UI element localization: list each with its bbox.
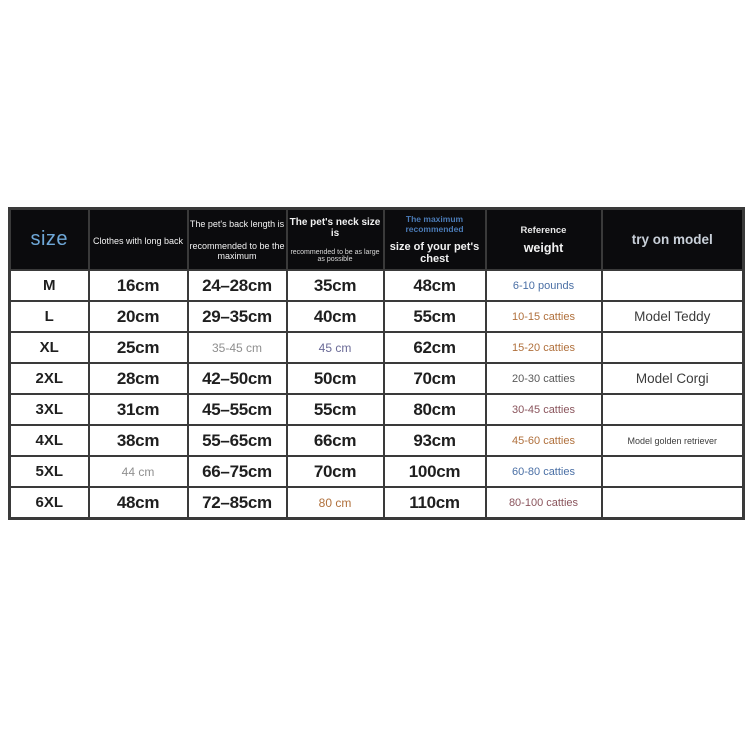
table-row: 6XL 48cm 72–85cm 80 cm 110cm 80-100 catt… xyxy=(8,486,745,520)
weight-cell: 80-100 catties xyxy=(484,486,603,520)
size-cell: 3XL xyxy=(8,393,90,426)
size-cell: M xyxy=(8,269,90,302)
header-neck: The pet's neck size is recommended to be… xyxy=(285,207,385,271)
neck-cell: 70cm xyxy=(285,455,385,488)
table-row: M 16cm 24–28cm 35cm 48cm 6-10 pounds xyxy=(8,269,745,302)
chest-cell: 80cm xyxy=(382,393,487,426)
size-cell: 4XL xyxy=(8,424,90,457)
header-size: size xyxy=(8,207,90,271)
long-back-cell: 16cm xyxy=(87,269,189,302)
weight-cell: 20-30 catties xyxy=(484,362,603,395)
model-cell xyxy=(600,393,745,426)
model-cell: Model Teddy xyxy=(600,300,745,333)
weight-cell: 6-10 pounds xyxy=(484,269,603,302)
model-cell xyxy=(600,269,745,302)
weight-cell: 10-15 catties xyxy=(484,300,603,333)
header-neck-line1: The pet's neck size is xyxy=(289,216,381,239)
chest-cell: 70cm xyxy=(382,362,487,395)
neck-cell: 66cm xyxy=(285,424,385,457)
chest-cell: 110cm xyxy=(382,486,487,520)
header-try-on-model: try on model xyxy=(600,207,745,271)
header-size-label: size xyxy=(30,228,69,250)
chest-cell: 48cm xyxy=(382,269,487,302)
weight-cell: 30-45 catties xyxy=(484,393,603,426)
model-cell xyxy=(600,486,745,520)
model-cell xyxy=(600,455,745,488)
header-back-length: The pet's back length is recommended to … xyxy=(186,207,288,271)
back-length-cell: 72–85cm xyxy=(186,486,288,520)
table-row: L 20cm 29–35cm 40cm 55cm 10-15 catties M… xyxy=(8,300,745,333)
back-length-cell: 66–75cm xyxy=(186,455,288,488)
header-weight: Reference weight xyxy=(484,207,603,271)
chest-cell: 100cm xyxy=(382,455,487,488)
table-row: XL 25cm 35-45 cm 45 cm 62cm 15-20 cattie… xyxy=(8,331,745,364)
size-cell: 2XL xyxy=(8,362,90,395)
header-back-length-line2: recommended to be the maximum xyxy=(189,240,285,261)
model-cell: Model Corgi xyxy=(600,362,745,395)
header-weight-line1: Reference xyxy=(520,224,567,236)
size-cell: 6XL xyxy=(8,486,90,520)
header-chest-line1: The maximum recommended xyxy=(405,214,464,234)
table-row: 3XL 31cm 45–55cm 55cm 80cm 30-45 catties xyxy=(8,393,745,426)
weight-cell: 15-20 catties xyxy=(484,331,603,364)
header-back-length-line1: The pet's back length is xyxy=(189,218,285,229)
weight-cell: 60-80 catties xyxy=(484,455,603,488)
header-long-back-label: Clothes with long back xyxy=(92,235,184,246)
long-back-cell: 48cm xyxy=(87,486,189,520)
chest-cell: 93cm xyxy=(382,424,487,457)
size-cell: L xyxy=(8,300,90,333)
long-back-cell: 25cm xyxy=(87,331,189,364)
long-back-cell: 20cm xyxy=(87,300,189,333)
neck-cell: 35cm xyxy=(285,269,385,302)
header-chest-line2: size of your pet's chest xyxy=(389,241,480,265)
back-length-cell: 42–50cm xyxy=(186,362,288,395)
header-chest: The maximum recommended size of your pet… xyxy=(382,207,487,271)
size-cell: XL xyxy=(8,331,90,364)
chest-cell: 55cm xyxy=(382,300,487,333)
model-cell xyxy=(600,331,745,364)
chest-cell: 62cm xyxy=(382,331,487,364)
neck-cell: 80 cm xyxy=(285,486,385,520)
neck-cell: 40cm xyxy=(285,300,385,333)
back-length-cell: 45–55cm xyxy=(186,393,288,426)
long-back-cell: 31cm xyxy=(87,393,189,426)
size-cell: 5XL xyxy=(8,455,90,488)
long-back-cell: 44 cm xyxy=(87,455,189,488)
back-length-cell: 35-45 cm xyxy=(186,331,288,364)
table-row: 2XL 28cm 42–50cm 50cm 70cm 20-30 catties… xyxy=(8,362,745,395)
table-row: 4XL 38cm 55–65cm 66cm 93cm 45-60 catties… xyxy=(8,424,745,457)
header-long-back: Clothes with long back xyxy=(87,207,189,271)
header-weight-line2: weight xyxy=(523,240,564,255)
back-length-cell: 29–35cm xyxy=(186,300,288,333)
table-row: 5XL 44 cm 66–75cm 70cm 100cm 60-80 catti… xyxy=(8,455,745,488)
model-cell: Model golden retriever xyxy=(600,424,745,457)
neck-cell: 45 cm xyxy=(285,331,385,364)
back-length-cell: 55–65cm xyxy=(186,424,288,457)
header-row: size Clothes with long back The pet's ba… xyxy=(8,207,745,271)
long-back-cell: 28cm xyxy=(87,362,189,395)
weight-cell: 45-60 catties xyxy=(484,424,603,457)
neck-cell: 55cm xyxy=(285,393,385,426)
size-chart-table: size Clothes with long back The pet's ba… xyxy=(8,207,745,520)
header-neck-line2: recommended to be as large as possible xyxy=(290,248,380,263)
long-back-cell: 38cm xyxy=(87,424,189,457)
neck-cell: 50cm xyxy=(285,362,385,395)
back-length-cell: 24–28cm xyxy=(186,269,288,302)
header-try-on-model-label: try on model xyxy=(631,231,713,247)
